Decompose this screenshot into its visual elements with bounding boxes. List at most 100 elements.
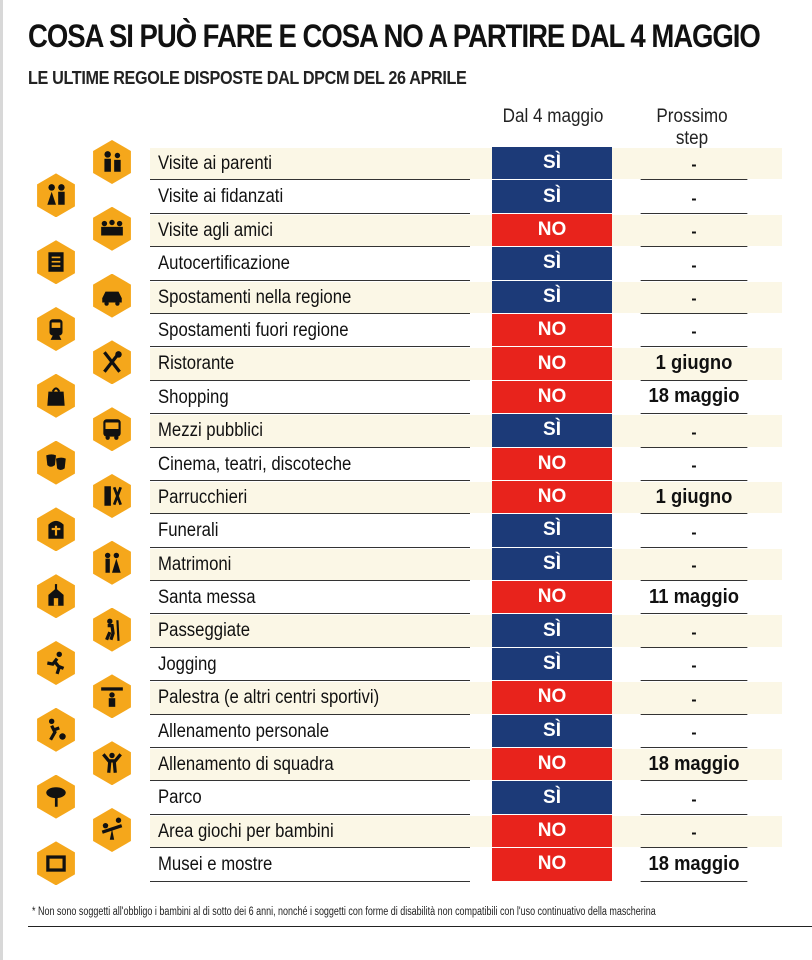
table-row: Visite agli amici NO - [0,213,812,248]
column-header-dal-4-maggio: Dal 4 maggio [502,106,604,127]
activity-label: Allenamento di squadra [158,754,334,776]
row-background [150,815,782,848]
activity-label: Matrimoni [158,553,232,575]
status-badge: SÌ [492,547,612,582]
status-badge: SÌ [492,180,612,214]
next-step-value: 1 giugno [640,347,748,381]
next-step-value: 1 giugno [640,481,748,515]
next-step-value: - [640,314,748,348]
row-background [150,648,782,681]
row-background [150,548,782,581]
table-row: Area giochi per bambini NO - [0,814,812,849]
footnote-divider [28,926,812,927]
row-background [150,515,782,547]
row-divider [150,713,470,715]
row-background [150,214,782,247]
next-step-value: 18 maggio [640,848,748,882]
status-badge: SÌ [492,147,612,181]
row-divider [150,813,470,815]
next-step-value: 11 maggio [640,581,748,615]
status-badge: NO [492,681,612,715]
next-step-value: - [640,614,748,648]
row-background [150,314,782,347]
status-badge: NO [492,447,612,481]
row-divider [150,580,470,582]
status-badge: NO [492,848,612,882]
row-divider [150,847,470,849]
row-divider [150,346,470,348]
status-badge: NO [492,581,612,615]
table-row: Autocertificazione SÌ - [0,247,812,281]
next-step-value: - [640,147,748,181]
row-background [150,582,782,614]
status-badge: SÌ [492,781,612,815]
row-divider [150,780,470,782]
table-row: Ristorante NO 1 giugno [0,347,812,381]
activity-label: Area giochi per bambini [158,820,334,842]
next-step-value: - [640,715,748,749]
row-background [150,448,782,480]
table-row: Spostamenti nella regione SÌ - [0,280,812,314]
next-step-value: - [640,514,748,548]
table-row: Shopping NO 18 maggio [0,380,812,415]
row-divider [150,747,470,749]
row-background [150,248,782,280]
theater-masks-icon [37,440,75,485]
row-background [150,849,782,881]
table-row: Matrimoni SÌ - [0,547,812,582]
table-row: Cinema, teatri, discoteche NO - [0,447,812,481]
shopping-bag-icon [37,373,75,418]
activity-label: Ristorante [158,353,235,375]
column-header-line2: step [675,128,709,149]
row-background [150,181,782,213]
table-row: Spostamenti fuori regione NO - [0,313,812,348]
car-icon [93,273,131,318]
activity-label: Visite agli amici [158,219,273,241]
page-title: COSA SI PUÒ FARE E COSA NO A PARTIRE DAL… [28,18,761,54]
next-step-value: - [640,548,748,582]
column-header-line1: Prossimo [656,106,728,127]
row-background [150,148,782,180]
next-step-value: - [640,815,748,849]
row-divider [150,880,470,882]
status-badge: NO [492,748,612,782]
next-step-value: 18 maggio [640,381,748,415]
row-divider [150,379,470,381]
activity-label: Spostamenti fuori regione [158,319,349,341]
status-badge: SÌ [492,647,612,682]
status-badge: NO [492,313,612,348]
table-row: Mezzi pubblici SÌ - [0,414,812,448]
row-divider [150,212,470,214]
table-row: Allenamento di squadra NO 18 maggio [0,748,812,782]
row-divider [150,179,470,181]
next-step-value: - [640,781,748,815]
left-edge-bar [0,0,3,960]
row-divider [150,413,470,415]
comb-scissors-icon [93,474,131,518]
row-divider [150,312,470,314]
activity-label: Passeggiate [158,620,251,642]
status-badge: NO [492,347,612,381]
row-divider [150,646,470,648]
next-step-value: - [640,180,748,214]
table-row: Visite ai fidanzati SÌ - [0,180,812,214]
next-step-value: - [640,648,748,682]
row-background [150,281,782,313]
status-badge: NO [492,380,612,415]
activity-label: Autocertificazione [158,253,290,275]
status-badge: NO [492,480,612,515]
table-row: Palestra (e altri centri sportivi) NO - [0,681,812,715]
activity-label: Jogging [158,653,217,675]
table-row: Passeggiate SÌ - [0,614,812,648]
status-badge: SÌ [492,514,612,548]
train-icon [37,307,75,351]
next-step-value: 18 maggio [640,748,748,782]
table-row: Visite ai parenti SÌ - [0,147,812,181]
activity-label: Funerali [158,520,219,542]
row-divider [150,680,470,682]
activity-label: Visite ai fidanzati [158,186,284,208]
next-step-value: - [640,247,748,281]
bus-icon [93,407,131,452]
table-row: Parrucchieri NO 1 giugno [0,480,812,515]
table-row: Santa messa NO 11 maggio [0,581,812,615]
